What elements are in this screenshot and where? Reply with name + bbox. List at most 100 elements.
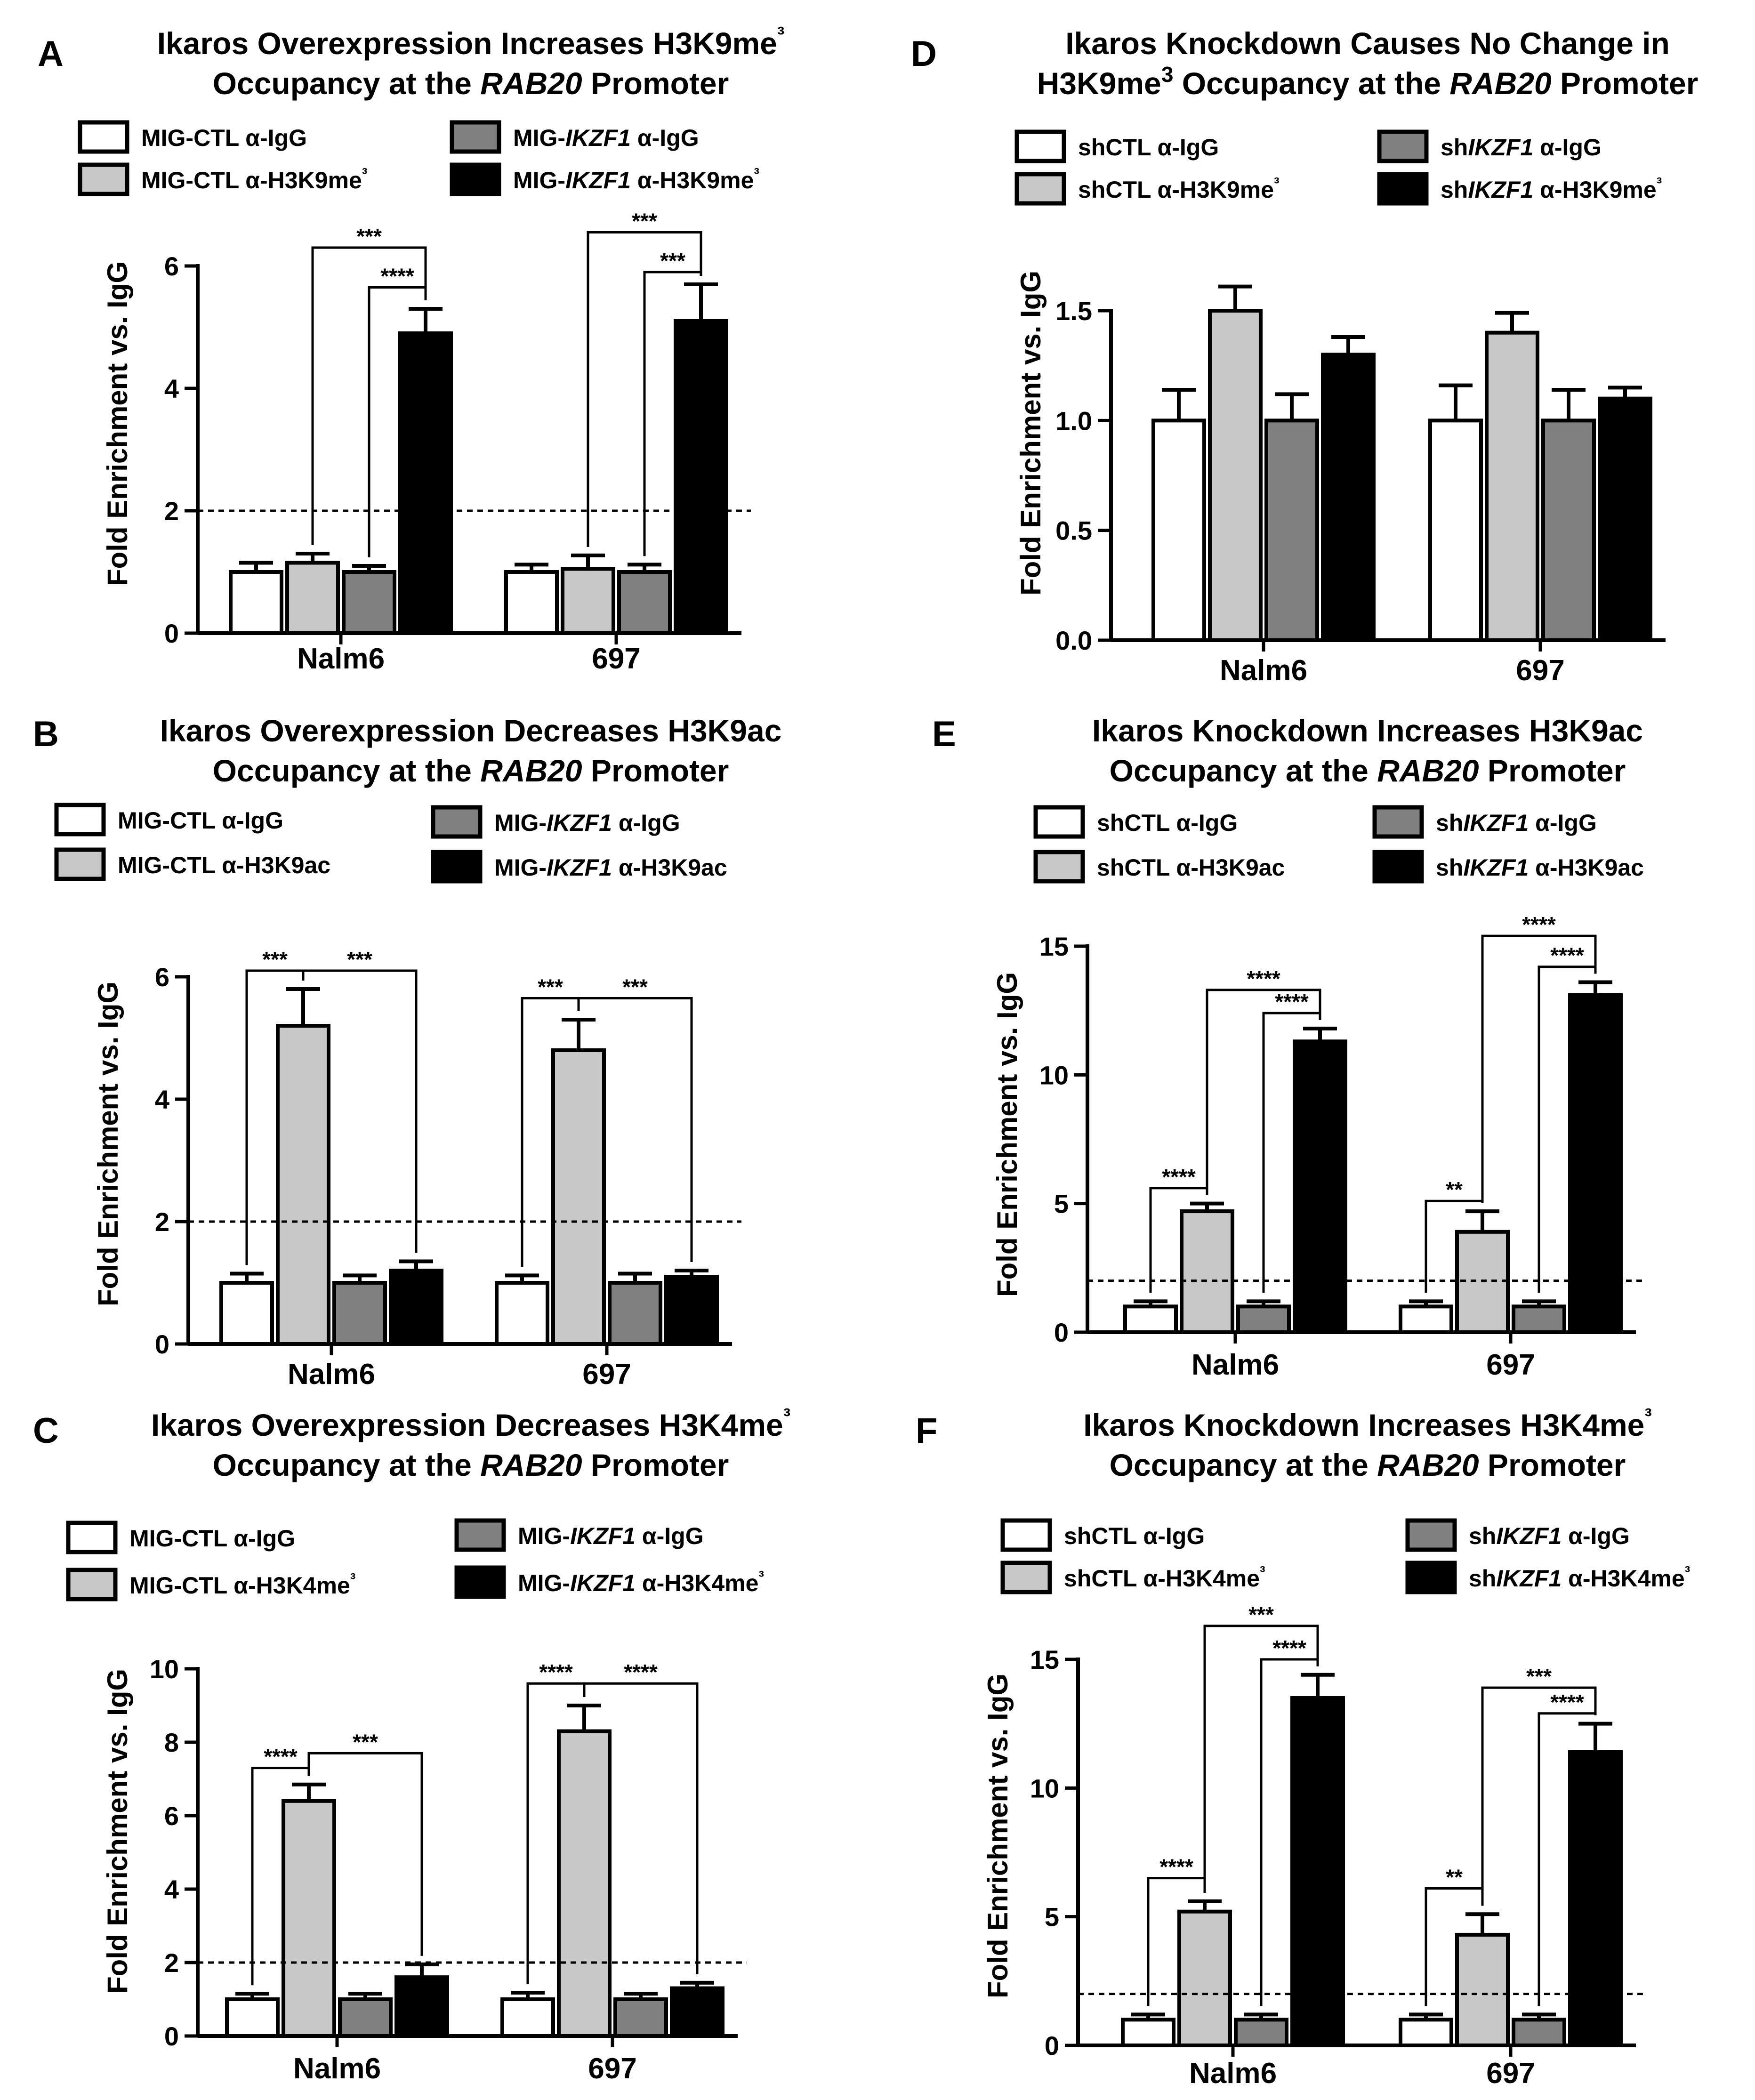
bar [282,1799,336,2038]
y-tick-label: 0 [164,2021,179,2051]
bar [617,570,672,635]
legend-entry: shIKZF1 α-IgG [1441,134,1602,161]
bar [389,1269,443,1346]
bar [1180,1209,1234,1334]
bar [1236,1304,1291,1334]
bar [1568,993,1623,1335]
bar [1123,1304,1178,1334]
legend-entry: MIG-IKZF1 α-H3K9me³ [513,165,759,194]
significance-label: **** [264,1745,298,1769]
y-tick-label: 15 [1030,1645,1059,1674]
y-tick-label: 1.0 [1055,406,1092,435]
significance-bracket [1538,1712,1597,2006]
legend-swatch [1033,805,1085,839]
bar [1208,309,1263,642]
bar [561,567,615,635]
panel-letter: B [33,714,59,754]
legend-entry: MIG-IKZF1 α-IgG [513,125,699,151]
bar [1598,396,1652,642]
significance-label: **** [1550,943,1584,968]
legend-entry: MIG-CTL α-H3K9me³ [141,165,367,194]
bar [1399,1304,1453,1334]
bar [1541,418,1596,642]
legend-swatch [66,1521,118,1554]
legend-entry: shCTL α-IgG [1097,810,1238,836]
legend-swatch [66,1568,118,1601]
legend-swatch [54,847,106,881]
y-tick-label: 2 [164,496,179,526]
bar [1455,1932,1510,2047]
bar [500,1997,555,2038]
bar [219,1281,274,1346]
y-tick-label: 6 [164,251,179,281]
y-tick-label: 10 [150,1654,179,1684]
chart-title-line: Occupancy at the RAB20 Promoter [213,66,729,101]
legend-swatch [450,120,501,154]
bar [229,570,283,635]
significance-label: **** [539,1660,573,1684]
x-category-label: 697 [1486,2057,1535,2090]
legend-entry: shIKZF1 α-H3K9me³ [1441,174,1662,203]
y-tick-label: 0 [164,619,179,648]
significance-bracket [587,231,702,547]
significance-label: *** [660,249,685,273]
y-axis-label: Fold Enrichment vs. IgG [102,261,133,586]
panel-C: C Ikaros Overexpression Decreases H3K4me³… [33,1404,790,2085]
legend-swatch [1014,129,1066,163]
significance-bracket [1481,934,1597,1203]
axes: 0 5 10 15 Nalm6 697 [1039,932,1636,1381]
y-tick-label: 5 [1054,1189,1069,1219]
bar [1177,1909,1232,2048]
legend-entry: MIG-CTL α-IgG [118,807,283,834]
legend-swatch [1372,805,1424,839]
panel-letter: A [38,34,64,74]
x-category-label: Nalm6 [1220,654,1307,687]
legend-entry: shCTL α-H3K9me³ [1078,174,1280,203]
bar [285,561,340,635]
y-axis-label: Fold Enrichment vs. IgG [102,1669,133,1994]
legend-entry: MIG-CTL α-IgG [129,1525,295,1552]
panel-A: A Ikaros Overexpression Increases H3K9me³… [38,22,784,675]
legend-entry: shCTL α-IgG [1064,1523,1205,1549]
legend-entry: MIG-IKZF1 α-H3K4me³ [518,1568,764,1597]
significance-bracket [1206,989,1321,1195]
y-tick-label: 8 [164,1728,179,1757]
significance-label: **** [1522,912,1556,937]
legend-entry: shIKZF1 α-IgG [1436,810,1597,836]
chart-title-line: Occupancy at the RAB20 Promoter [1110,753,1626,788]
significance-bracket [1262,1012,1321,1293]
y-tick-label: 15 [1039,932,1069,961]
legend-entry: MIG-CTL α-H3K4me³ [129,1570,355,1599]
panel-E: E Ikaros Knockdown Increases H3K9ac Occupa… [932,713,1645,1381]
significance-bracket [1481,1686,1597,1906]
y-tick-label: 0 [155,1329,169,1359]
significance-label: **** [1162,1165,1196,1189]
y-tick-label: 4 [164,374,179,403]
bar [495,1281,549,1346]
bar [1321,353,1376,642]
significance-label: ** [1446,1177,1463,1202]
chart-title-line: Ikaros Overexpression Decreases H3K4me³ [151,1404,790,1442]
significance-label: **** [1159,1855,1193,1879]
bar [338,1997,393,2038]
bar [342,570,396,635]
x-category-label: 697 [588,2052,636,2085]
legend-swatch [454,1565,506,1599]
bar [398,331,453,635]
legend-swatch [431,850,483,884]
chart-title-line: H3K9me3 Occupancy at the RAB20 Promoter [1037,62,1699,101]
panel-B: B Ikaros Overexpression Decreases H3K9ac O… [33,713,781,1391]
bar [1568,1750,1623,2048]
y-axis-label: Fold Enrichment vs. IgG [1015,271,1047,595]
legend-entry: shIKZF1 α-H3K4me³ [1469,1563,1690,1592]
significance-label: *** [347,947,372,972]
chart-title-line: Occupancy at the RAB20 Promoter [213,753,729,788]
significance-label: *** [1526,1664,1552,1689]
significance-label: **** [1550,1690,1584,1714]
legend-entry: MIG-CTL α-IgG [141,125,307,151]
bar [1293,1039,1347,1334]
y-tick-label: 1.5 [1055,296,1092,326]
y-tick-label: 2 [164,1948,179,1978]
panel-D: D Ikaros Knockdown Causes No Change inH3K… [911,26,1698,687]
